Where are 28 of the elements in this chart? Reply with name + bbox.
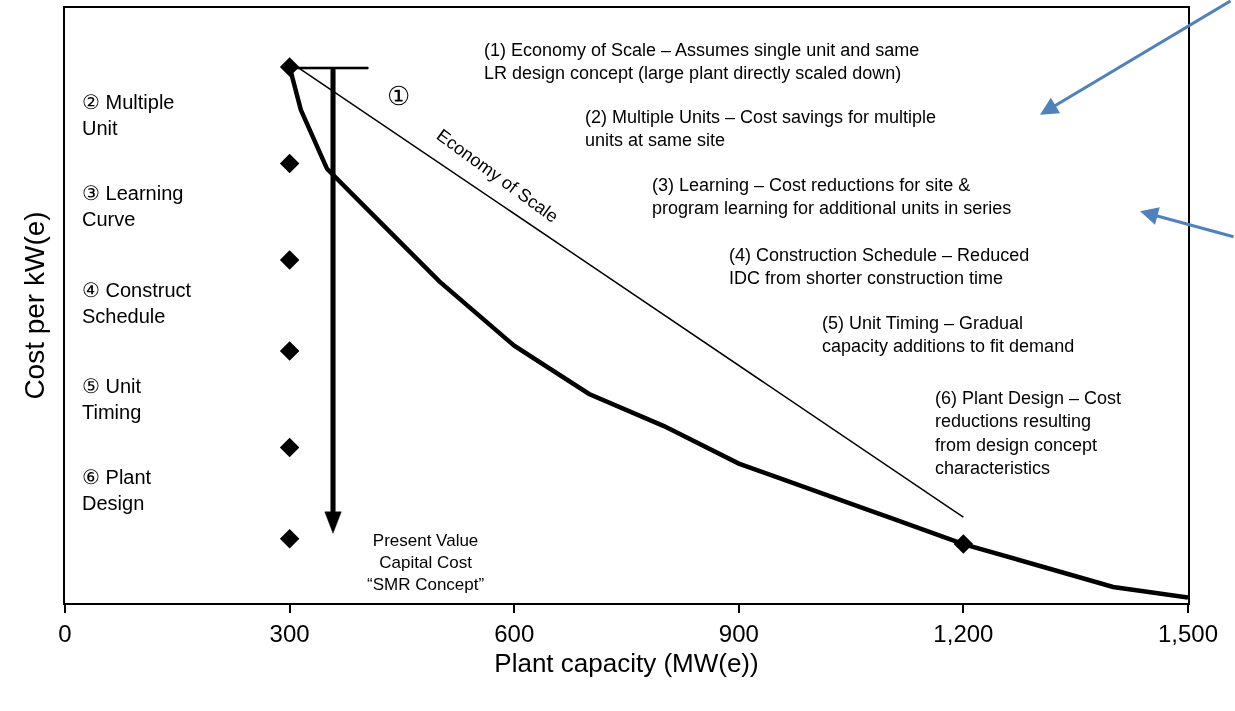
point (279, 153, 300, 174)
x-tick-label: 900 (718, 619, 759, 647)
annotation: (6) Plant Design – Cost reductions resulting from design concept characteristics (935, 388, 1122, 479)
point (953, 534, 974, 554)
x-tick-label: 600 (494, 619, 535, 647)
point (279, 57, 300, 77)
annotation: (4) Construction Schedule – Reduced IDC from shorter construction time (729, 245, 1030, 289)
annotation: (5) Unit Timing – Gradual capacity additions to fit demand (822, 313, 1075, 357)
x-tick-label: 1,500 (1157, 619, 1219, 647)
annotation: ③ Learning Curve (82, 182, 184, 230)
annotation: (1) Economy of Scale – Assumes single unit and same LR design concept (large plant directly scaled down) (484, 40, 920, 84)
point (279, 250, 300, 270)
annotation: ⑤ Unit Timing (82, 375, 142, 423)
point (279, 528, 300, 549)
x-tick-label: 0 (58, 619, 72, 647)
y-axis-title: Cost per kW(e) (19, 211, 51, 400)
x-tick-label: 300 (269, 619, 310, 647)
x-axis-title: Plant capacity (MW(e)) (494, 648, 759, 678)
point (279, 437, 300, 458)
annotation: ⑥ Plant Design (82, 466, 152, 514)
point (279, 341, 300, 361)
annotation: (2) Multiple Units – Cost savings for multiple units at same site (585, 107, 937, 151)
annotation: ① (387, 81, 410, 111)
x-tick-label: 1,200 (933, 619, 994, 647)
annotation: ④ Construct Schedule (82, 279, 192, 327)
annotation: ② Multiple Unit (82, 91, 175, 139)
annotation: Present Value Capital Cost “SMR Concept” (367, 531, 485, 595)
annotation: (3) Learning – Cost reductions for site & program learning for additional units in series (652, 175, 1012, 219)
